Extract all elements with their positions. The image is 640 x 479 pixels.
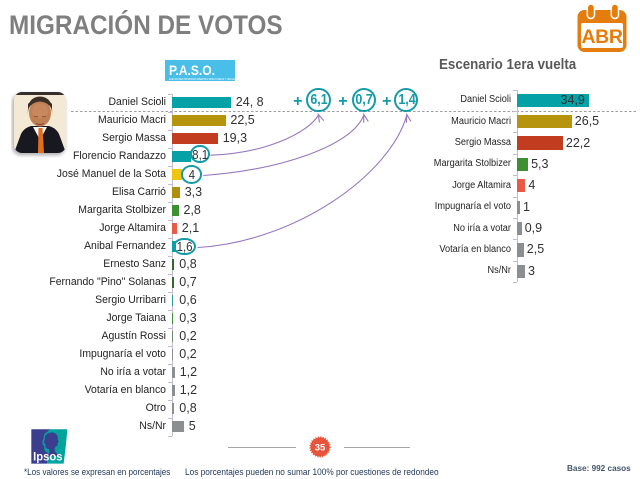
svg-text:ABR: ABR [581,26,622,48]
svg-text:35: 35 [315,442,326,453]
svg-text:Ipsos: Ipsos [33,451,62,463]
